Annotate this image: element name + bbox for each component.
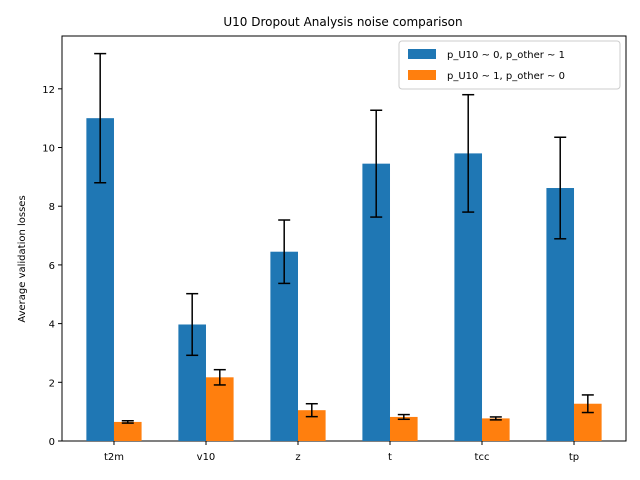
error-bar-series2-t2m — [121, 420, 134, 424]
x-tick-label-z: z — [295, 452, 300, 463]
y-tick-label-10: 10 — [42, 144, 55, 155]
error-bars-group — [94, 52, 594, 424]
bar-series2-tcc — [482, 418, 510, 441]
x-tick-label-tp: tp — [569, 452, 579, 463]
error-bar-series1-z — [278, 219, 291, 285]
legend-box — [398, 40, 621, 90]
error-bar-series1-v10 — [186, 292, 199, 357]
y-tick-label-8: 8 — [49, 202, 55, 213]
error-bar-series2-z — [305, 402, 318, 418]
plot-frame — [61, 35, 627, 442]
x-tick-label-t: t — [388, 452, 392, 463]
error-bar-series1-t — [370, 109, 383, 218]
legend-label-series2: p_U10 ~ 1, p_other ~ 0 — [447, 71, 565, 82]
x-tick-label-tcc: tcc — [475, 452, 490, 463]
y-axis: 0 2 4 6 8 10 12 — [42, 85, 62, 448]
y-tick-label-12: 12 — [42, 85, 55, 96]
legend-swatch-series1 — [408, 49, 436, 59]
error-bar-series1-tcc — [462, 93, 475, 213]
x-tick-label-v10: v10 — [197, 452, 216, 463]
legend-swatch-series2 — [408, 70, 436, 80]
error-bar-series2-t — [397, 413, 410, 421]
error-bar-series2-v10 — [213, 368, 226, 386]
y-axis-label: Average validation losses — [17, 195, 28, 322]
legend-label-series1: p_U10 ~ 0, p_other ~ 1 — [447, 50, 565, 61]
bar-series2-v10 — [205, 377, 234, 441]
error-bar-series1-tp — [554, 136, 567, 240]
error-bar-series2-tcc — [489, 416, 502, 421]
x-tick-label-t2m: t2m — [104, 452, 124, 463]
bar-series2-t2m — [113, 421, 142, 441]
bar-series2-t — [390, 416, 418, 441]
x-axis: t2m v10 z t tcc tp — [104, 441, 579, 463]
error-bar-series1-t2m — [94, 52, 107, 184]
error-bar-series2-tp — [581, 394, 594, 414]
y-tick-label-2: 2 — [49, 378, 55, 389]
y-tick-label-4: 4 — [49, 320, 55, 331]
legend: p_U10 ~ 0, p_other ~ 1 p_U10 ~ 1, p_other… — [398, 40, 621, 90]
chart-title: U10 Dropout Analysis noise comparison — [223, 15, 462, 29]
y-tick-label-0: 0 — [49, 437, 55, 448]
plot-area — [61, 35, 627, 442]
bars-group — [86, 118, 602, 442]
y-tick-label-6: 6 — [49, 261, 55, 272]
